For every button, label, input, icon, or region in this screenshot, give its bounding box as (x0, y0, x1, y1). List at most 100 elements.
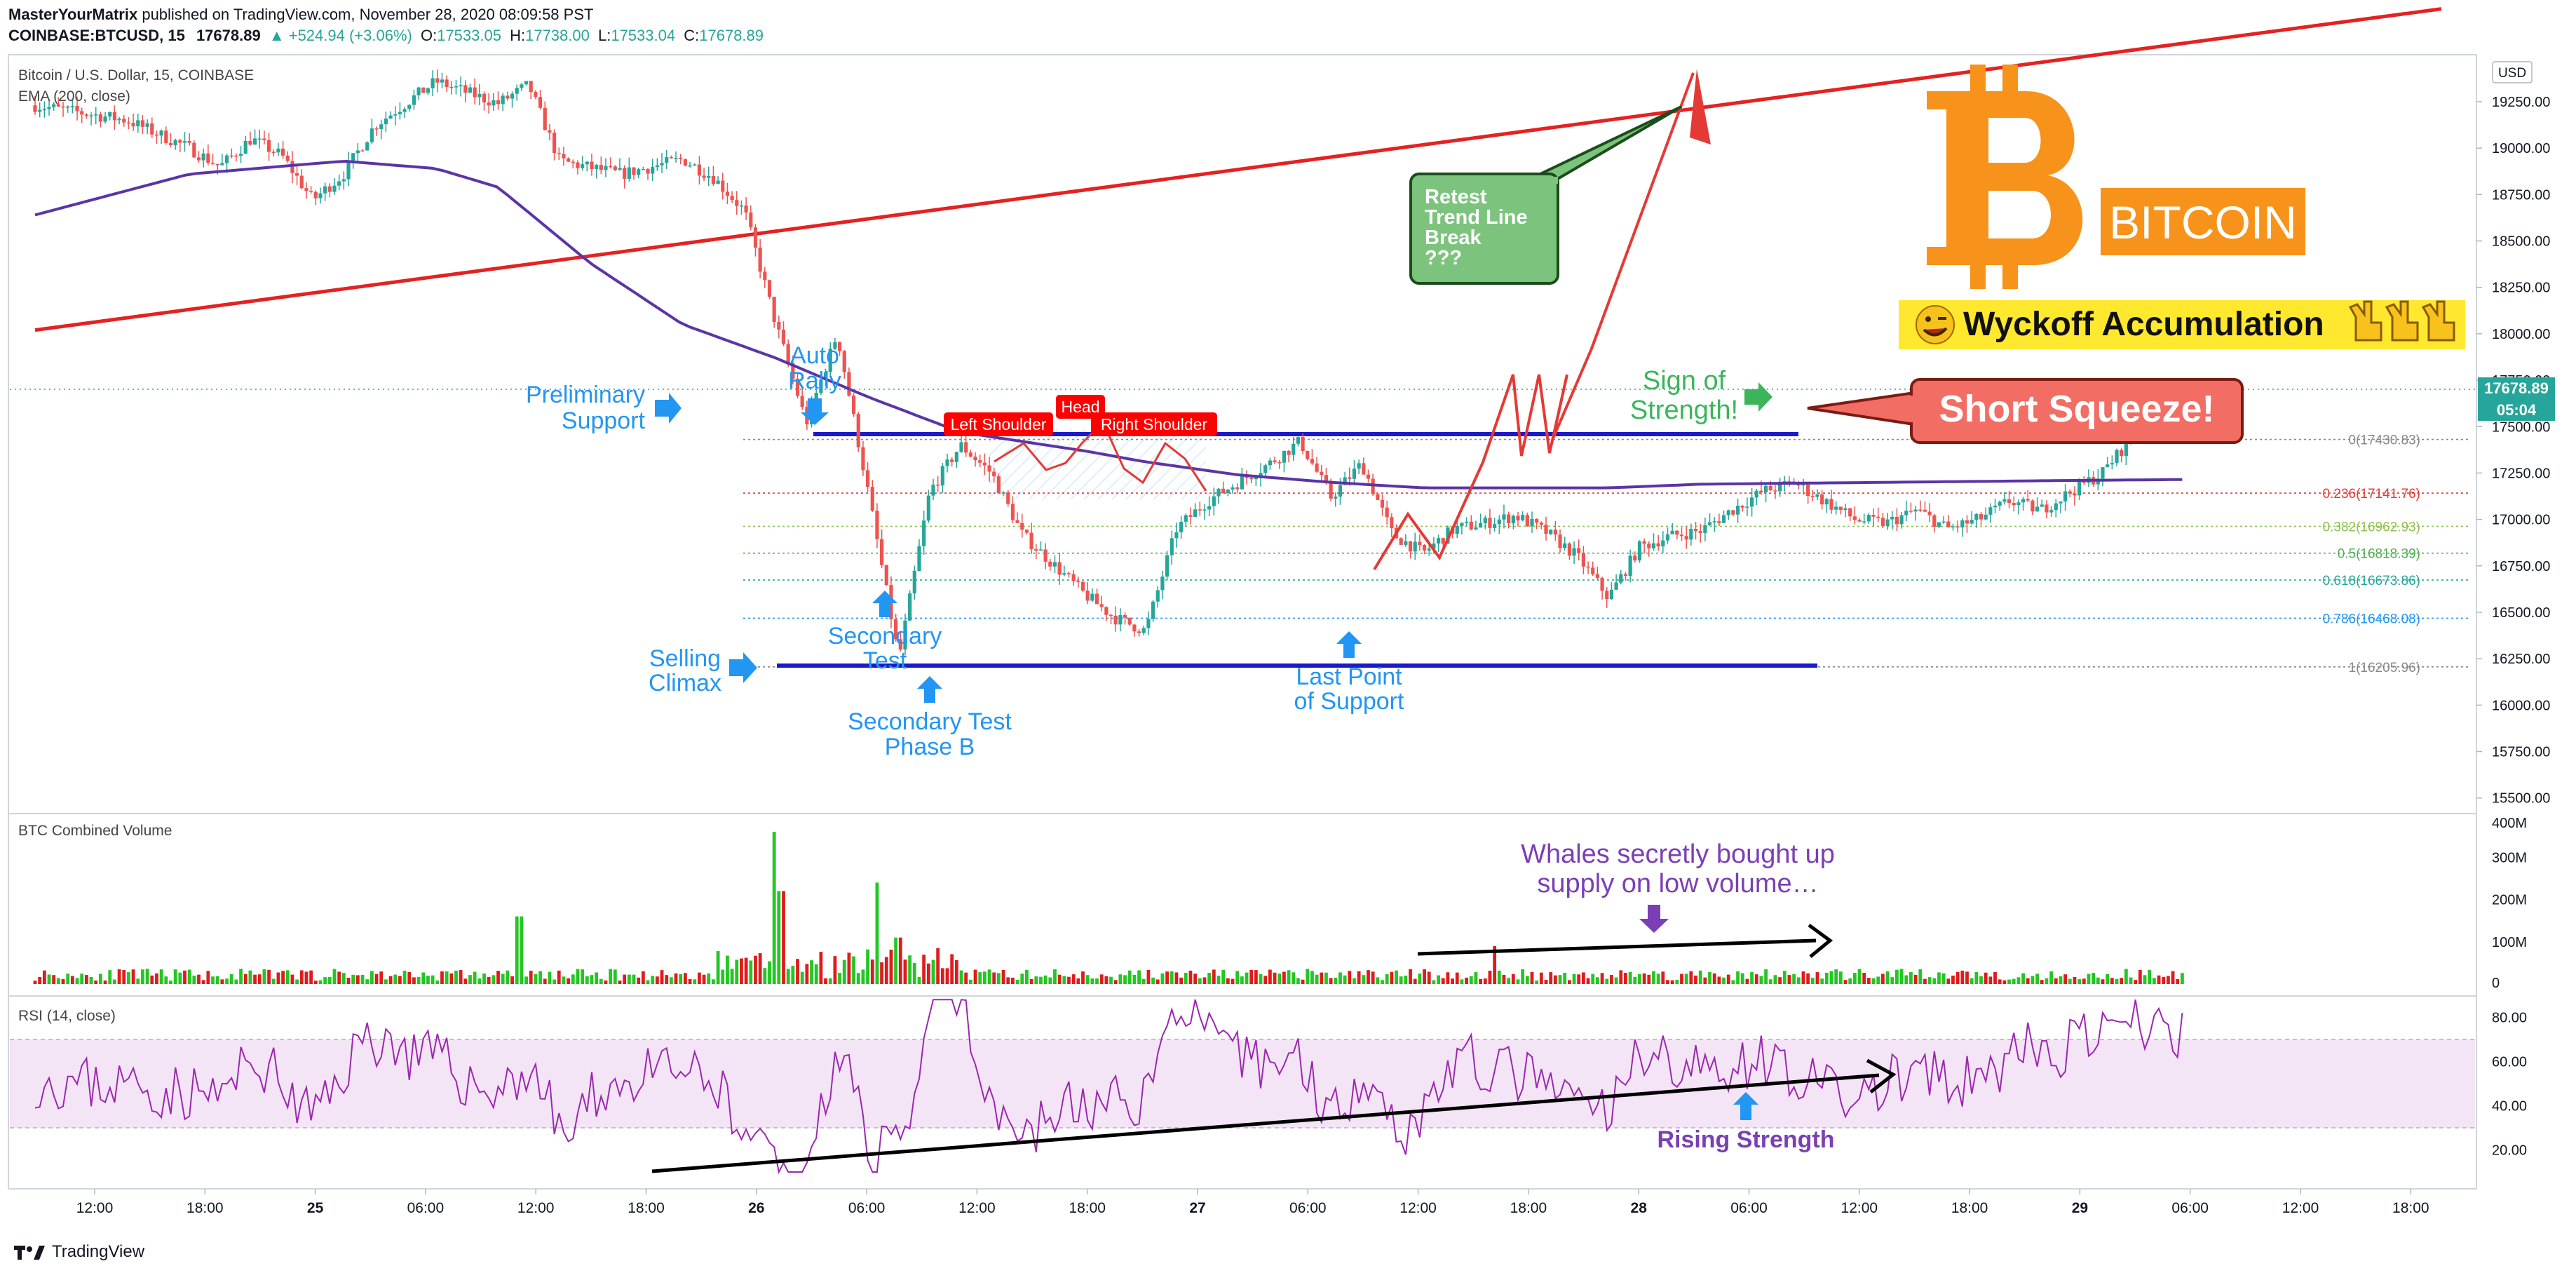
volume-bar (416, 976, 421, 984)
volume-bar (529, 971, 533, 984)
candle-body (327, 186, 332, 192)
price-tick-label: 15750.00 (2492, 745, 2550, 760)
candle-body (304, 188, 309, 191)
candle-body (1764, 485, 1768, 492)
volume-pane-title[interactable]: BTC Combined Volume (18, 823, 172, 839)
volume-bar (852, 956, 855, 984)
candle-body (2101, 467, 2105, 479)
candle-body (1188, 515, 1193, 517)
candle-body (468, 87, 473, 93)
volume-bar (669, 977, 673, 984)
volume-bar (501, 974, 505, 984)
volume-bar (520, 916, 524, 984)
candle-body (1633, 555, 1637, 561)
volume-bar (1362, 975, 1366, 984)
volume-bar (567, 978, 570, 984)
volume-bar (1151, 977, 1155, 984)
volume-bar (313, 981, 318, 984)
candle-body (837, 342, 842, 351)
trend-line[interactable] (34, 7, 2442, 332)
time-tick-label: 18:00 (2392, 1200, 2429, 1216)
candle-body (1352, 469, 1357, 479)
volume-bar (1188, 970, 1193, 984)
candle-body (1637, 541, 1642, 561)
time-tick-label: 27 (1189, 1200, 1205, 1216)
candle-body (70, 106, 74, 107)
candle-body (482, 93, 487, 103)
ema-label[interactable]: EMA (200, close) (18, 88, 130, 105)
candle-body (1301, 437, 1305, 452)
volume-bar (1801, 971, 1805, 984)
price-axis[interactable]: 19250.00 19000.00 18750.00 18500.00 18250.00… (2476, 95, 2550, 807)
volume-bar (80, 974, 84, 984)
currency-box[interactable] (2492, 61, 2533, 83)
volume-bar (623, 974, 627, 984)
last-price-badge (2478, 377, 2555, 399)
symbol-label[interactable]: COINBASE:BTCUSD, 15 (8, 27, 185, 44)
candle-body (641, 169, 645, 170)
candle-body (196, 157, 201, 161)
candle-body (341, 179, 346, 182)
candle-body (2007, 499, 2012, 504)
candle-body (1553, 530, 1557, 535)
candle-body (1455, 525, 1459, 534)
candle-body (1020, 523, 1024, 530)
candle-body (1165, 555, 1170, 577)
volume-bar (2092, 973, 2096, 984)
candle-body (1876, 516, 1880, 518)
high-value: 17738.00 (525, 27, 590, 44)
volume-bar (1530, 971, 1534, 984)
volume-bar (1315, 974, 1319, 984)
volume-bar (1165, 971, 1169, 984)
author-name[interactable]: MasterYourMatrix (8, 6, 138, 23)
candle-body (1600, 578, 1604, 591)
candle-body (1614, 582, 1618, 590)
candle-body (164, 130, 168, 144)
candle-body (609, 166, 613, 168)
candle-body (477, 93, 482, 97)
candle-body (192, 142, 196, 158)
volume-bar (1810, 978, 1815, 984)
candle-body (1497, 519, 1501, 525)
volume-bar (651, 976, 655, 984)
time-tick-label: 06:00 (1289, 1200, 1327, 1216)
volume-bar (1988, 976, 1993, 984)
volume-bar (1376, 977, 1380, 984)
candle-body (1160, 577, 1165, 591)
time-tick-label: 12:00 (958, 1200, 996, 1216)
volume-bar (1273, 972, 1277, 984)
candle-body (459, 85, 463, 87)
volume-bar (1838, 971, 1843, 984)
volume-bar (2054, 978, 2058, 984)
volume-bar (365, 979, 370, 984)
candle-body (131, 123, 135, 127)
volume-bar (1324, 972, 1328, 984)
candle-body (1436, 538, 1441, 544)
candle-body (688, 165, 692, 167)
volume-bar (1974, 971, 1979, 984)
time-axis[interactable]: 12:00 18:00 25 06:00 12:00 18:00 26 06:00 12:00 1… (76, 1189, 2429, 1216)
volume-bar (1216, 976, 1221, 984)
candle-body (557, 153, 561, 154)
volume-bar (1437, 975, 1440, 984)
retest-label-2: Trend Line (1425, 206, 1528, 229)
volume-bar (1245, 972, 1249, 984)
volume-bar (1666, 980, 1669, 984)
rsi-pane-title[interactable]: RSI (14, close) (18, 1008, 116, 1024)
candle-body (1960, 520, 1965, 528)
candle-body (1268, 460, 1272, 466)
tradingview-footer[interactable]: TradingView (14, 1239, 144, 1265)
candle-body (758, 248, 762, 272)
volume-bar (824, 978, 827, 984)
volume-bar (1656, 974, 1660, 984)
candle-body (402, 109, 407, 112)
volume-bar (679, 974, 683, 984)
volume-bar (1118, 974, 1123, 984)
countdown-badge-text: 05:04 (2497, 401, 2537, 419)
candle-body (903, 620, 907, 650)
volume-bar (613, 969, 617, 984)
candle-body (1866, 515, 1871, 522)
volume-bar (276, 972, 280, 984)
candle-body (1567, 543, 1571, 556)
